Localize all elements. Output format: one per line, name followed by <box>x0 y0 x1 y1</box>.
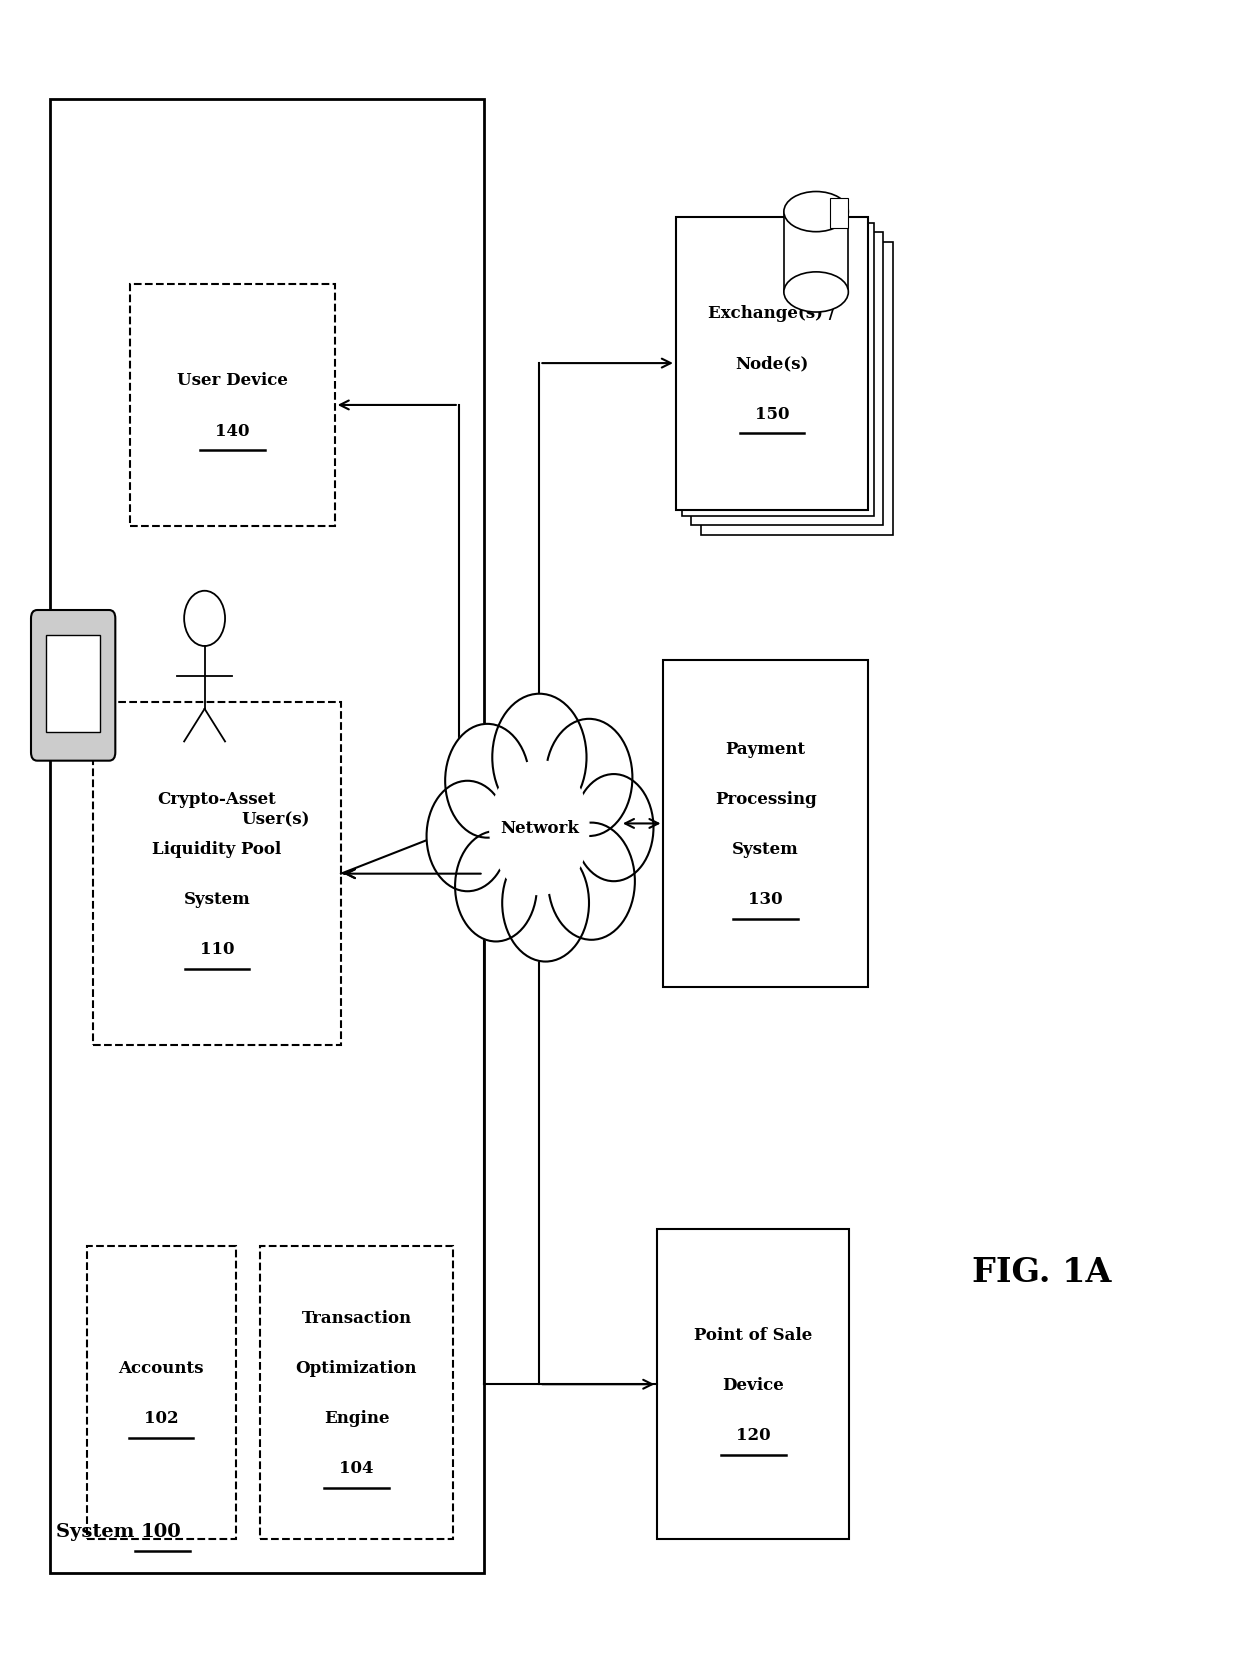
Bar <box>784 212 848 293</box>
Text: 110: 110 <box>200 940 234 959</box>
Text: Accounts: Accounts <box>119 1358 203 1377</box>
Bar <box>87 1246 236 1539</box>
Text: User(s): User(s) <box>242 811 310 828</box>
Text: System: System <box>733 840 799 858</box>
Text: Device: Device <box>723 1375 784 1394</box>
Circle shape <box>574 775 653 882</box>
Text: Transaction: Transaction <box>301 1308 412 1327</box>
Text: Liquidity Pool: Liquidity Pool <box>153 840 281 858</box>
Text: 130: 130 <box>749 890 782 908</box>
Text: Crypto-Asset: Crypto-Asset <box>157 790 277 808</box>
Ellipse shape <box>784 273 848 313</box>
Bar <box>46 636 100 733</box>
Bar <box>830 199 848 229</box>
Text: 102: 102 <box>144 1409 179 1427</box>
Text: 150: 150 <box>755 405 789 423</box>
Bar <box>663 661 868 987</box>
Circle shape <box>492 694 587 821</box>
Circle shape <box>484 753 595 903</box>
Circle shape <box>455 831 537 942</box>
Ellipse shape <box>784 192 848 233</box>
Circle shape <box>427 781 508 892</box>
Circle shape <box>548 823 635 940</box>
Text: Processing: Processing <box>714 790 817 808</box>
Text: Network: Network <box>500 820 579 836</box>
Text: Optimization: Optimization <box>296 1358 417 1377</box>
Text: 140: 140 <box>216 422 249 440</box>
Bar <box>682 224 874 517</box>
Bar <box>260 1246 453 1539</box>
Bar <box>50 100 484 1573</box>
Circle shape <box>490 761 589 895</box>
Circle shape <box>184 591 224 646</box>
Bar <box>701 243 893 535</box>
Bar <box>130 284 335 527</box>
Text: System: System <box>56 1522 141 1539</box>
Bar <box>691 233 883 525</box>
FancyBboxPatch shape <box>31 611 115 761</box>
Text: System: System <box>184 890 250 908</box>
Bar <box>676 217 868 510</box>
Text: 120: 120 <box>737 1425 770 1444</box>
Circle shape <box>445 724 529 838</box>
Text: 104: 104 <box>340 1459 373 1477</box>
Bar <box>93 703 341 1046</box>
Text: Node(s): Node(s) <box>735 355 808 373</box>
Circle shape <box>546 719 632 836</box>
Text: 100: 100 <box>140 1522 181 1539</box>
Text: User Device: User Device <box>177 371 288 390</box>
Circle shape <box>502 845 589 962</box>
Text: FIG. 1A: FIG. 1A <box>972 1255 1111 1288</box>
Text: Payment: Payment <box>725 739 806 758</box>
Bar <box>657 1230 849 1539</box>
Text: Engine: Engine <box>324 1409 389 1427</box>
Text: Exchange(s) /: Exchange(s) / <box>708 304 836 323</box>
Text: Point of Sale: Point of Sale <box>694 1325 812 1343</box>
